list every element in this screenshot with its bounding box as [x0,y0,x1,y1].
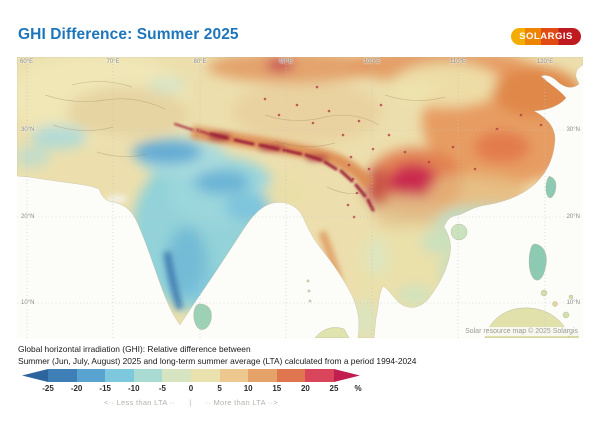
colorbar-segment [105,369,134,382]
terrain-lines [44,81,446,194]
island-sri-lanka [193,303,212,330]
ghi-difference-map [17,57,583,338]
island-hainan [450,223,468,241]
island-luzon [528,243,547,281]
mountain-streaks [174,123,375,212]
legend-more-label: ·· More than LTA ··> [205,398,279,407]
grid-lines [17,57,583,338]
caption-line-1: Global horizontal irradiation (GHI): Rel… [18,344,251,354]
legend-divider: | [189,398,192,407]
legend-note: <·· Less than LTA ·· | ·· More than LTA … [22,398,360,407]
map-caption: Global horizontal irradiation (GHI): Rel… [18,344,416,367]
colorbar-segment [248,369,277,382]
map-copyright: Solar resource map © 2025 Solargis [462,327,581,336]
colorbar-unit: % [354,384,362,393]
colorbar-tick: 5 [217,384,222,393]
colorbar-segment [219,369,249,382]
island-sumatra [314,327,350,338]
colorbar-tick: -15 [99,384,111,393]
solargis-logo-text: SOLARGIS [519,31,573,42]
colorbar-segment [133,369,163,382]
colorbar-tick: 15 [272,384,282,393]
colorbar [22,369,360,382]
colorbar-tick: -20 [70,384,83,393]
coastline [17,57,583,338]
page-title: GHI Difference: Summer 2025 [18,26,239,43]
land-heatmap [17,57,583,338]
colorbar-segment [76,369,106,382]
colorbar-ticks: -25 -20 -15 -10 -5 0 5 10 15 20 25% [22,384,362,394]
colorbar-tick: -5 [158,384,166,393]
colorbar-tick: 10 [243,384,253,393]
colorbar-segment [22,369,48,382]
caption-line-2: Summer (Jun, July, August) 2025 and long… [18,355,417,366]
colorbar-segment [190,369,220,382]
colorbar-segment [276,369,306,382]
island-taiwan [545,176,557,199]
colorbar-tick: 20 [300,384,310,393]
colorbar-tick: -10 [128,384,140,393]
colorbar-tick: 0 [188,384,194,393]
colorbar-segment [48,369,77,382]
map-canvas: 60°E 70°E 80°E 90°E 100°E 110°E 120°E 30°N 30°N 2… [17,57,583,338]
legend-less-label: <·· Less than LTA ·· [103,398,176,407]
colorbar-segment [333,369,360,382]
colorbar-tick: -25 [42,384,54,393]
colorbar-segment [162,369,191,382]
red-speckles [263,85,543,219]
colorbar-segment [305,369,334,382]
solargis-logo: SOLARGIS [511,28,581,45]
colorbar-tick: 25 [329,384,339,393]
